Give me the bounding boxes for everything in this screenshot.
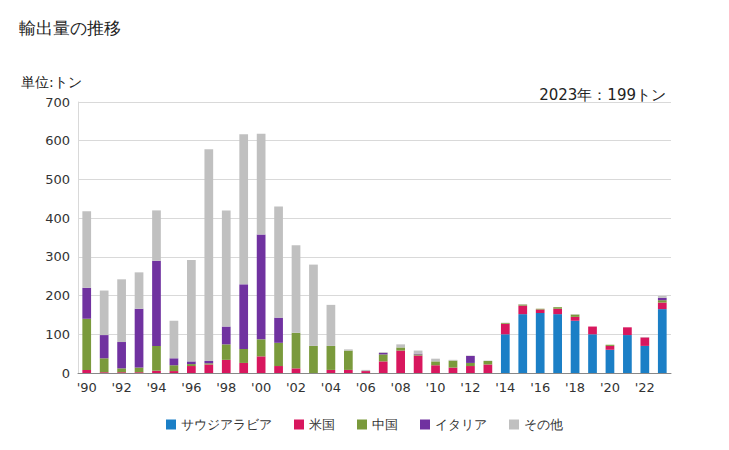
svg-text:'20: '20	[600, 380, 620, 395]
svg-text:'22: '22	[635, 380, 655, 395]
svg-text:その他: その他	[524, 417, 563, 432]
svg-text:米国: 米国	[309, 417, 335, 432]
svg-text:'92: '92	[112, 380, 132, 395]
svg-text:イタリア: イタリア	[435, 417, 487, 432]
svg-text:'12: '12	[460, 380, 480, 395]
svg-text:'90: '90	[77, 380, 97, 395]
svg-text:700: 700	[45, 95, 70, 110]
svg-text:'14: '14	[495, 380, 515, 395]
svg-text:サウジアラビア: サウジアラビア	[181, 417, 272, 432]
svg-text:500: 500	[45, 172, 70, 187]
svg-text:'96: '96	[181, 380, 201, 395]
svg-text:中国: 中国	[372, 417, 398, 432]
svg-text:200: 200	[45, 288, 70, 303]
svg-text:'10: '10	[425, 380, 445, 395]
svg-text:単位:トン: 単位:トン	[21, 74, 82, 90]
svg-text:'98: '98	[216, 380, 236, 395]
svg-text:'04: '04	[321, 380, 341, 395]
svg-text:2023年：199トン: 2023年：199トン	[539, 86, 666, 104]
svg-text:'06: '06	[356, 380, 376, 395]
svg-text:'18: '18	[565, 380, 585, 395]
svg-text:100: 100	[45, 327, 70, 342]
svg-text:'94: '94	[146, 380, 166, 395]
svg-text:'08: '08	[391, 380, 411, 395]
svg-text:0: 0	[62, 366, 70, 381]
svg-text:'16: '16	[530, 380, 550, 395]
svg-text:400: 400	[45, 211, 70, 226]
svg-text:'02: '02	[286, 380, 306, 395]
svg-text:600: 600	[45, 133, 70, 148]
svg-text:300: 300	[45, 249, 70, 264]
svg-text:輸出量の推移: 輸出量の推移	[19, 18, 121, 38]
svg-text:'00: '00	[251, 380, 271, 395]
